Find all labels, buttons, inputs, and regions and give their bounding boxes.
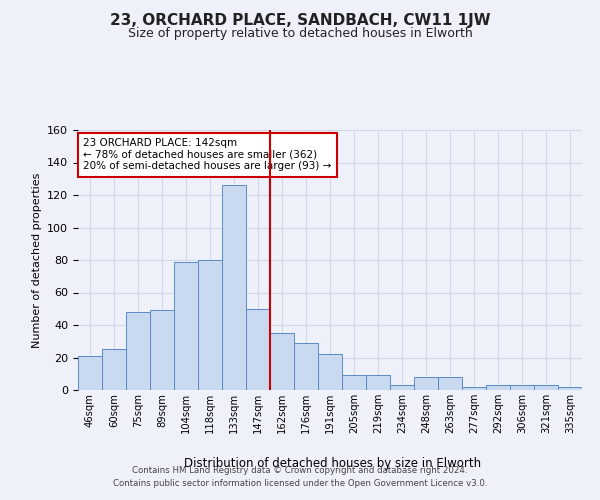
Bar bbox=[486, 385, 510, 390]
Text: Distribution of detached houses by size in Elworth: Distribution of detached houses by size … bbox=[184, 458, 482, 470]
Text: 23 ORCHARD PLACE: 142sqm
← 78% of detached houses are smaller (362)
20% of semi-: 23 ORCHARD PLACE: 142sqm ← 78% of detach… bbox=[83, 138, 331, 172]
Bar bbox=[462, 387, 486, 390]
Bar bbox=[102, 350, 126, 390]
Bar bbox=[510, 385, 534, 390]
Bar bbox=[174, 262, 198, 390]
Bar bbox=[294, 343, 318, 390]
Bar bbox=[126, 312, 150, 390]
Bar bbox=[390, 385, 414, 390]
Bar bbox=[414, 377, 438, 390]
Bar bbox=[150, 310, 174, 390]
Text: 23, ORCHARD PLACE, SANDBACH, CW11 1JW: 23, ORCHARD PLACE, SANDBACH, CW11 1JW bbox=[110, 12, 490, 28]
Bar bbox=[78, 356, 102, 390]
Bar bbox=[246, 308, 270, 390]
Text: Size of property relative to detached houses in Elworth: Size of property relative to detached ho… bbox=[128, 28, 472, 40]
Bar bbox=[270, 333, 294, 390]
Bar bbox=[534, 385, 558, 390]
Bar bbox=[222, 185, 246, 390]
Text: Contains HM Land Registry data © Crown copyright and database right 2024.
Contai: Contains HM Land Registry data © Crown c… bbox=[113, 466, 487, 487]
Bar bbox=[198, 260, 222, 390]
Bar bbox=[342, 376, 366, 390]
Bar bbox=[558, 387, 582, 390]
Bar bbox=[318, 354, 342, 390]
Bar bbox=[438, 377, 462, 390]
Y-axis label: Number of detached properties: Number of detached properties bbox=[32, 172, 41, 348]
Bar bbox=[366, 376, 390, 390]
